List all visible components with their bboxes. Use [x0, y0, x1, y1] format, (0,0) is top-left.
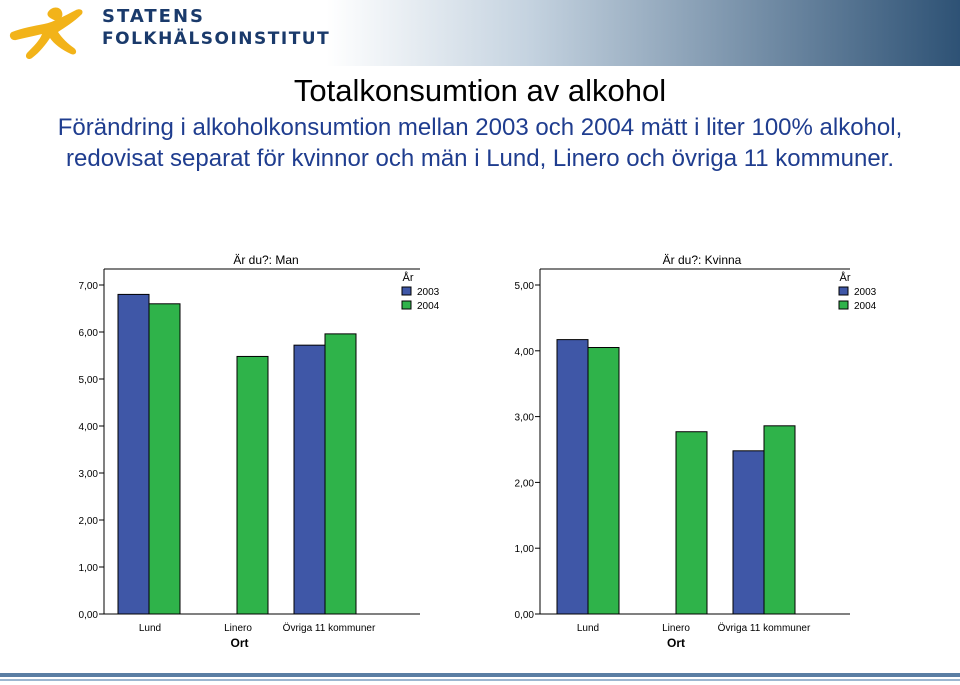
chart1-bar-2004-0 — [148, 303, 181, 615]
chart2-x-tick-label: Övriga 11 kommuner — [718, 622, 811, 634]
chart1-panel-title: Är du?: Man — [233, 253, 298, 267]
chart2-bar-2004-2 — [763, 425, 796, 615]
chart2-y-tick-label: 5,00 — [515, 281, 535, 292]
chart2-legend-label-2004: 2004 — [854, 301, 877, 312]
header-banner: STATENS FOLKHÄLSOINSTITUT — [0, 0, 960, 66]
chart2-y-tick-label: 0,00 — [515, 610, 535, 621]
chart2-y-tick-label: 2,00 — [515, 478, 535, 489]
chart1-bar-2004-1 — [236, 355, 269, 615]
chart2-legend-swatch-2004 — [838, 300, 849, 310]
chart1-legend-label-2004: 2004 — [417, 301, 440, 312]
chart2-legend-swatch-2003 — [838, 286, 849, 296]
org-line1: STATENS — [102, 6, 205, 27]
chart2-legend-title: År — [840, 271, 851, 284]
chart2-legend-label-2003: 2003 — [854, 287, 877, 298]
chart2-x-tick-label: Linero — [662, 623, 690, 634]
chart1-y-tick-label: 6,00 — [79, 328, 99, 339]
chart1-x-tick-label: Övriga 11 kommuner — [283, 622, 376, 634]
chart2-y-tick-label: 4,00 — [515, 347, 535, 358]
chart2-x-axis-title: Ort — [667, 636, 685, 650]
chart1-x-axis-title: Ort — [231, 636, 249, 650]
org-line2: FOLKHÄLSOINSTITUT — [102, 29, 331, 49]
chart1-y-tick-label: 5,00 — [79, 375, 99, 386]
chart1-bar-2003-0 — [117, 293, 150, 615]
chart1-y-tick-label: 7,00 — [79, 281, 99, 292]
chart2-bar-2003-0 — [556, 339, 589, 615]
chart2-y-tick-label: 1,00 — [515, 544, 535, 555]
chart2-bar-2004-1 — [675, 431, 708, 615]
footer-divider-thin — [0, 679, 960, 681]
org-logo-text: STATENS FOLKHÄLSOINSTITUT — [102, 6, 330, 50]
chart1-y-tick-label: 2,00 — [79, 516, 99, 527]
running-figure-icon — [9, 7, 83, 60]
chart2-y-tick-label: 3,00 — [515, 413, 535, 424]
chart2-panel-title: Är du?: Kvinna — [663, 253, 742, 267]
chart2-bar-2003-2 — [732, 450, 765, 615]
chart1-x-tick-label: Lund — [139, 623, 161, 634]
chart1-x-tick-label: Linero — [224, 623, 252, 634]
chart1-bar-2004-2 — [324, 333, 357, 615]
page-subtitle: Förändring i alkoholkonsumtion mellan 20… — [57, 114, 903, 172]
chart2-bar-2004-0 — [587, 347, 620, 615]
chart1-y-tick-label: 0,00 — [79, 610, 99, 621]
chart1-y-tick-label: 1,00 — [79, 563, 99, 574]
chart1-legend-label-2003: 2003 — [417, 287, 440, 298]
chart1-bar-2003-2 — [293, 344, 326, 615]
chart1-legend-swatch-2003 — [401, 286, 412, 296]
chart1-legend-title: År — [403, 271, 414, 284]
chart1-y-tick-label: 4,00 — [79, 422, 99, 433]
chart1-legend-swatch-2004 — [401, 300, 412, 310]
chart2-x-tick-label: Lund — [577, 623, 599, 634]
chart1-y-tick-label: 3,00 — [79, 469, 99, 480]
footer-divider — [0, 673, 960, 677]
page-title: Totalkonsumtion av alkohol — [293, 73, 667, 108]
